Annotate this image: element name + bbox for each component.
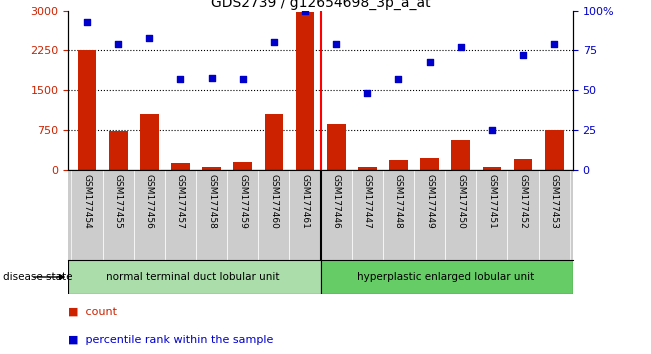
Text: normal terminal duct lobular unit: normal terminal duct lobular unit bbox=[106, 272, 280, 282]
Bar bbox=[545, 130, 564, 170]
Bar bbox=[77, 50, 96, 170]
Bar bbox=[538, 170, 570, 260]
Text: disease state: disease state bbox=[3, 272, 73, 282]
Point bbox=[82, 19, 92, 24]
Bar bbox=[290, 170, 320, 260]
Text: hyperplastic enlarged lobular unit: hyperplastic enlarged lobular unit bbox=[357, 272, 534, 282]
Bar bbox=[389, 160, 408, 170]
Point bbox=[549, 41, 559, 47]
Text: GSM177451: GSM177451 bbox=[488, 175, 497, 229]
Bar bbox=[383, 170, 414, 260]
Point bbox=[487, 127, 497, 133]
Bar bbox=[196, 170, 227, 260]
Point bbox=[424, 59, 435, 64]
Point bbox=[456, 45, 466, 50]
Bar bbox=[140, 114, 159, 170]
Bar bbox=[320, 260, 573, 294]
Bar bbox=[421, 158, 439, 170]
Point bbox=[300, 8, 311, 13]
Point bbox=[206, 75, 217, 80]
Bar bbox=[171, 163, 190, 170]
Bar bbox=[514, 159, 533, 170]
Point bbox=[269, 40, 279, 45]
Bar bbox=[227, 170, 258, 260]
Point bbox=[331, 41, 341, 47]
Bar bbox=[103, 170, 133, 260]
Text: GSM177454: GSM177454 bbox=[83, 175, 92, 229]
Point bbox=[113, 41, 124, 47]
Point bbox=[238, 76, 248, 82]
Bar bbox=[482, 167, 501, 170]
Text: GSM177453: GSM177453 bbox=[549, 175, 559, 229]
Point bbox=[144, 35, 154, 41]
Bar bbox=[352, 170, 383, 260]
Point bbox=[362, 91, 372, 96]
Point bbox=[518, 52, 528, 58]
Bar bbox=[327, 124, 346, 170]
Bar bbox=[133, 170, 165, 260]
Bar bbox=[358, 167, 377, 170]
Bar bbox=[68, 260, 320, 294]
Text: GSM177447: GSM177447 bbox=[363, 175, 372, 229]
Text: GSM177458: GSM177458 bbox=[207, 175, 216, 229]
Text: GSM177457: GSM177457 bbox=[176, 175, 185, 229]
Text: GSM177449: GSM177449 bbox=[425, 175, 434, 229]
Text: GSM177452: GSM177452 bbox=[519, 175, 527, 229]
Text: GSM177461: GSM177461 bbox=[301, 175, 309, 229]
Bar bbox=[234, 162, 252, 170]
Bar bbox=[258, 170, 290, 260]
Text: GSM177446: GSM177446 bbox=[332, 175, 340, 229]
Text: ■  percentile rank within the sample: ■ percentile rank within the sample bbox=[68, 335, 273, 345]
Text: GSM177450: GSM177450 bbox=[456, 175, 465, 229]
Text: GSM177456: GSM177456 bbox=[145, 175, 154, 229]
Text: GSM177459: GSM177459 bbox=[238, 175, 247, 229]
Bar bbox=[451, 139, 470, 170]
Bar bbox=[264, 114, 283, 170]
Bar bbox=[296, 12, 314, 170]
Title: GDS2739 / g12654698_3p_a_at: GDS2739 / g12654698_3p_a_at bbox=[211, 0, 430, 10]
Bar bbox=[202, 167, 221, 170]
Point bbox=[175, 76, 186, 82]
Text: GSM177460: GSM177460 bbox=[270, 175, 279, 229]
Bar bbox=[72, 170, 103, 260]
Bar bbox=[414, 170, 445, 260]
Bar bbox=[445, 170, 477, 260]
Bar bbox=[320, 170, 352, 260]
Text: GSM177455: GSM177455 bbox=[114, 175, 122, 229]
Point bbox=[393, 76, 404, 82]
Bar bbox=[165, 170, 196, 260]
Text: GSM177448: GSM177448 bbox=[394, 175, 403, 229]
Bar bbox=[109, 131, 128, 170]
Bar bbox=[508, 170, 538, 260]
Text: ■  count: ■ count bbox=[68, 307, 117, 316]
Bar bbox=[477, 170, 508, 260]
